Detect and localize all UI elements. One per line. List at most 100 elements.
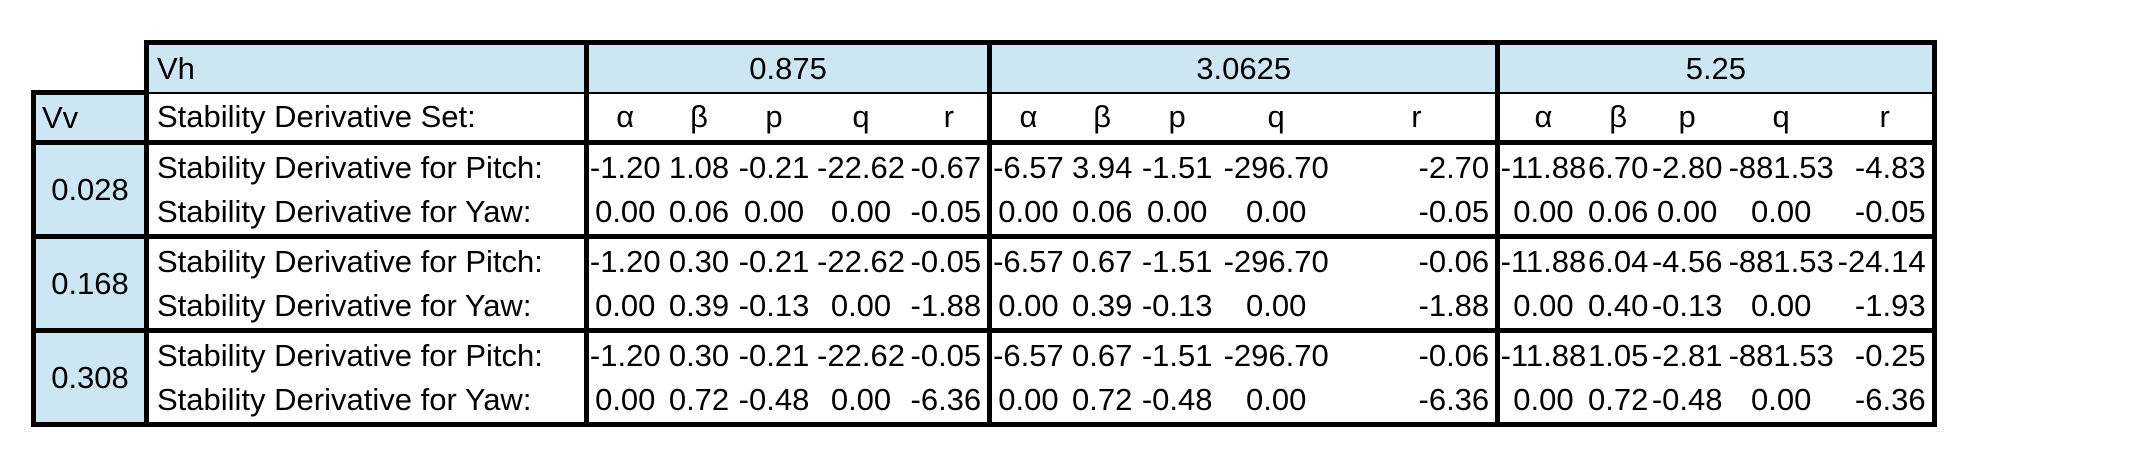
yaw-value-r: -6.36 (1837, 377, 1937, 427)
pitch-value-beta: 1.08 (668, 149, 730, 185)
symbol-beta: β (661, 92, 737, 145)
pitch-value-alpha: -1.20 (584, 142, 662, 190)
table-row: 0.308 Stability Derivative for Pitch: -1.2… (31, 330, 1937, 427)
pitch-value-r: -2.70 (1337, 142, 1501, 190)
yaw-value-r: -0.05 (910, 189, 993, 239)
yaw-value-p: -0.13 (1139, 283, 1215, 333)
pitch-value-alpha: -6.57 (987, 236, 1065, 284)
pitch-value-r: -4.83 (1837, 142, 1937, 190)
header-row-symbols: Vv Stability Derivative Set: α β p q r α… (31, 90, 1937, 145)
header-row-vh: Vh 0.875 3.0625 5.25 (33, 40, 1937, 94)
yaw-value-q: 0.00 (1724, 283, 1838, 333)
symbol-q: q (1214, 92, 1338, 145)
group-header-2: 3.0625 (987, 40, 1501, 94)
yaw-value-alpha: 0.00 (1495, 377, 1587, 427)
group-header-1: 0.875 (583, 40, 993, 94)
yaw-value-p: 0.00 (1139, 189, 1215, 239)
pitch-value-q: -22.62 (817, 243, 905, 279)
yaw-value-q: 0.00 (1214, 377, 1338, 427)
yaw-value-p: -0.13 (1649, 283, 1725, 333)
vv-value: 0.168 (31, 236, 149, 333)
yaw-row-label: Stability Derivative for Yaw: (146, 283, 587, 333)
symbol-p: p (1139, 92, 1215, 145)
symbol-alpha: α (1495, 92, 1587, 145)
pitch-value-p: -4.56 (1651, 243, 1723, 279)
stability-derivative-table: Vh 0.875 3.0625 5.25 Vv Stability Deriva… (31, 40, 1937, 427)
pitch-value-r: -0.06 (1337, 236, 1501, 284)
yaw-value-beta: 0.72 (661, 377, 737, 427)
table-row: Stability Derivative for Yaw: 0.00 0.72 -0.… (34, 377, 1937, 427)
yaw-value-r: -6.36 (1337, 377, 1501, 427)
pitch-value-alpha: -6.57 (987, 330, 1065, 378)
yaw-value-alpha: 0.00 (987, 377, 1065, 427)
table-row: 0.028 Stability Derivative for Pitch: -1.2… (31, 142, 1937, 239)
pitch-value-q: -881.53 (1728, 337, 1834, 373)
yaw-value-beta: 0.40 (1586, 283, 1650, 333)
pitch-value-beta: 0.67 (1072, 243, 1133, 279)
table-row: Stability Derivative for Yaw: 0.00 0.06 0.0… (34, 189, 1937, 239)
yaw-value-alpha: 0.00 (1495, 283, 1587, 333)
pitch-value-beta: 6.70 (1588, 149, 1649, 185)
yaw-value-p: -0.48 (1139, 377, 1215, 427)
pitch-value-alpha: -1.20 (584, 236, 662, 284)
yaw-value-p: -0.48 (1649, 377, 1725, 427)
yaw-row-label: Stability Derivative for Yaw: (146, 377, 587, 427)
symbol-p: p (736, 92, 812, 145)
pitch-value-beta: 0.30 (668, 243, 730, 279)
pitch-value-q: -22.62 (817, 149, 905, 185)
symbol-r: r (1837, 92, 1937, 145)
symbol-beta: β (1064, 92, 1140, 145)
yaw-value-beta: 0.06 (1586, 189, 1650, 239)
pitch-value-beta: 0.30 (668, 337, 730, 373)
pitch-value-q: -296.70 (1223, 149, 1329, 185)
pitch-value-r: -24.14 (1837, 236, 1937, 284)
yaw-value-alpha: 0.00 (584, 377, 662, 427)
vh-label: Vh (144, 40, 587, 94)
yaw-value-q: 0.00 (1724, 189, 1838, 239)
pitch-value-p: -1.51 (1141, 149, 1213, 185)
symbol-r: r (910, 92, 993, 145)
yaw-value-beta: 0.72 (1064, 377, 1140, 427)
pitch-row-label: Stability Derivative for Pitch: (157, 243, 543, 279)
symbol-p: p (1649, 92, 1725, 145)
vv-value: 0.028 (31, 142, 149, 239)
yaw-value-q: 0.00 (811, 377, 911, 427)
pitch-value-r: -0.06 (1337, 330, 1501, 378)
pitch-value-alpha: -6.57 (987, 142, 1065, 190)
symbol-q: q (811, 92, 911, 145)
yaw-value-beta: 0.39 (1064, 283, 1140, 333)
pitch-value-p: -1.51 (1141, 243, 1213, 279)
yaw-value-beta: 0.06 (1064, 189, 1140, 239)
yaw-value-q: 0.00 (1724, 377, 1838, 427)
pitch-value-q: -296.70 (1223, 337, 1329, 373)
yaw-value-r: -1.93 (1837, 283, 1937, 333)
yaw-value-p: -0.48 (736, 377, 812, 427)
yaw-value-q: 0.00 (811, 189, 911, 239)
pitch-value-r: -0.05 (910, 236, 993, 284)
yaw-value-alpha: 0.00 (987, 283, 1065, 333)
yaw-row-label: Stability Derivative for Yaw: (146, 189, 587, 239)
pitch-value-beta: 1.05 (1588, 337, 1649, 373)
pitch-value-r: -0.67 (910, 142, 993, 190)
yaw-value-alpha: 0.00 (584, 283, 662, 333)
pitch-row-label: Stability Derivative for Pitch: (157, 337, 543, 373)
yaw-value-alpha: 0.00 (1495, 189, 1587, 239)
yaw-value-p: 0.00 (736, 189, 812, 239)
symbol-alpha: α (584, 92, 662, 145)
pitch-value-p: -2.81 (1651, 337, 1723, 373)
yaw-value-p: 0.00 (1649, 189, 1725, 239)
yaw-value-p: -0.13 (736, 283, 812, 333)
yaw-value-q: 0.00 (1214, 189, 1338, 239)
pitch-value-beta: 0.67 (1072, 337, 1133, 373)
yaw-value-r: -0.05 (1337, 189, 1501, 239)
symbol-alpha: α (987, 92, 1065, 145)
pitch-value-p: -0.21 (738, 337, 810, 373)
pitch-value-alpha: -1.20 (584, 330, 662, 378)
pitch-value-beta: 6.04 (1588, 243, 1649, 279)
pitch-value-q: -296.70 (1223, 243, 1329, 279)
pitch-value-r: -0.05 (910, 330, 993, 378)
pitch-value-q: -22.62 (817, 337, 905, 373)
yaw-value-alpha: 0.00 (987, 189, 1065, 239)
yaw-value-beta: 0.06 (661, 189, 737, 239)
pitch-value-p: -1.51 (1141, 337, 1213, 373)
